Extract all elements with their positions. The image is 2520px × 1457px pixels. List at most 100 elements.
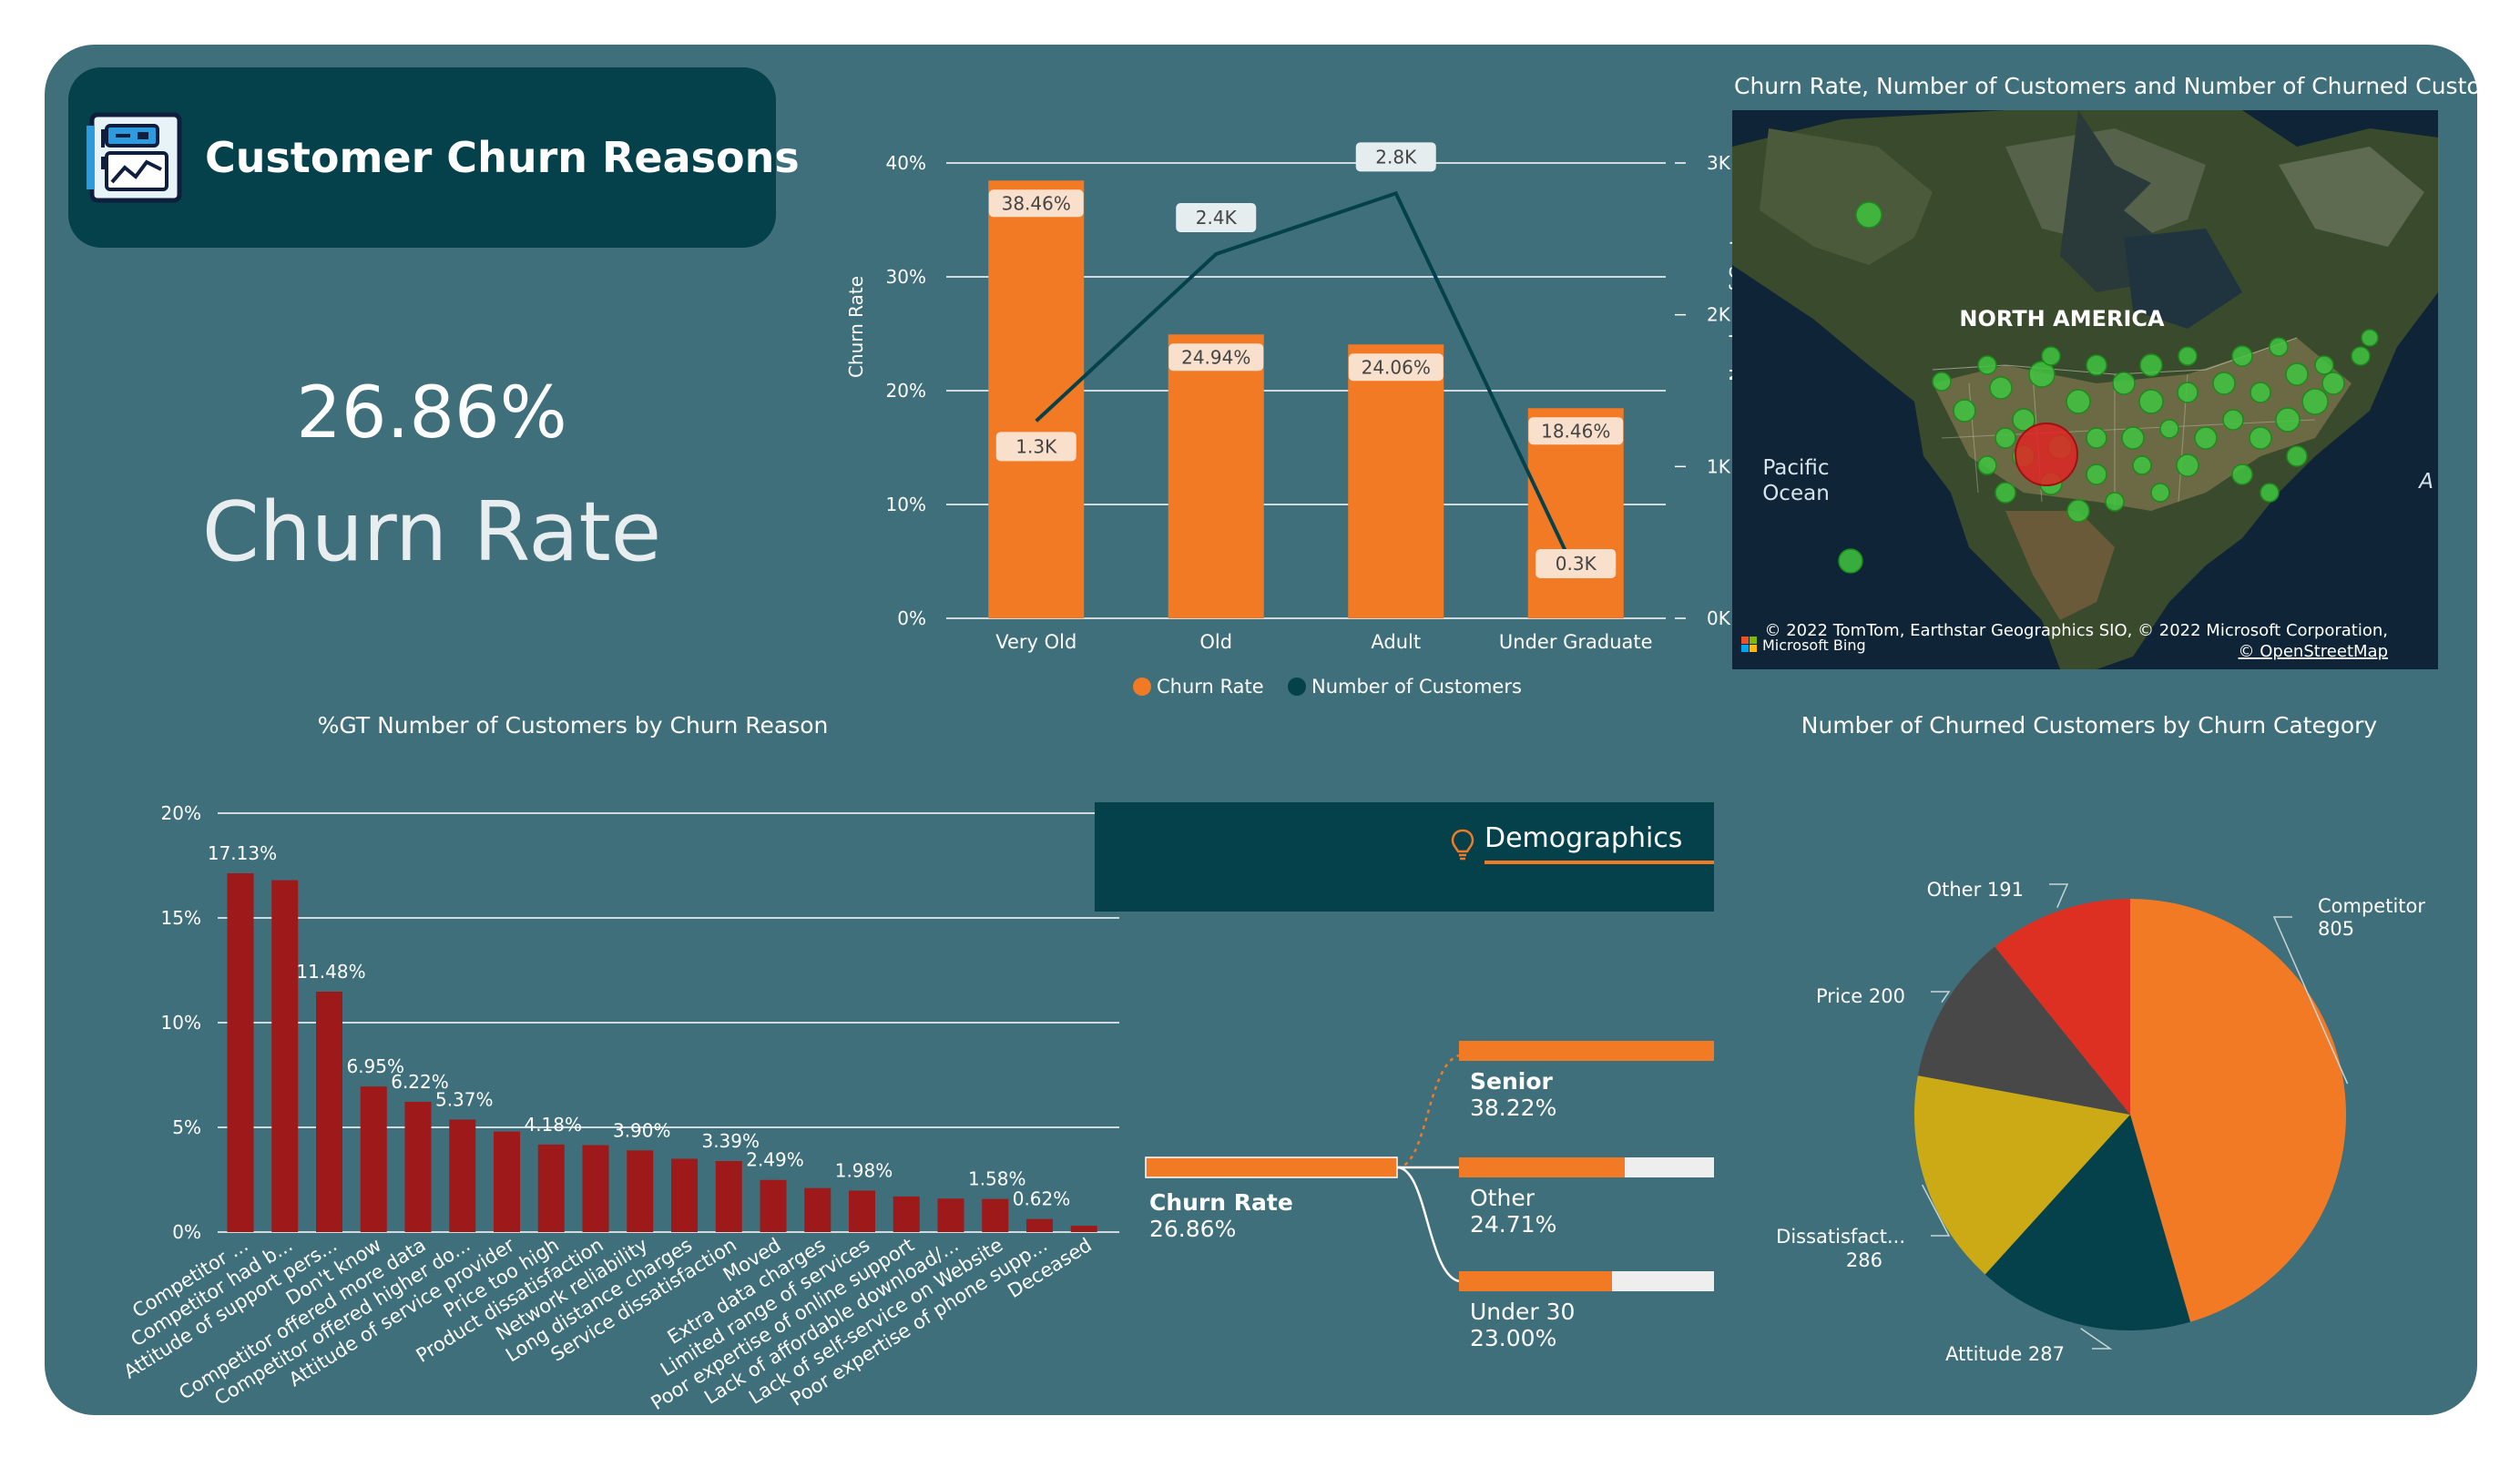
map-bubble[interactable] — [2041, 346, 2061, 366]
combo-bar[interactable] — [1348, 344, 1444, 618]
reason-bar-chart[interactable]: 0%5%10%15%20%17.13%Competitor ...Competi… — [99, 746, 1119, 1415]
map-bubble[interactable] — [2275, 407, 2301, 433]
map-bubble[interactable] — [1838, 548, 1863, 574]
reason-bar[interactable] — [1070, 1226, 1097, 1232]
decomp-root-bar[interactable] — [1145, 1156, 1398, 1178]
map-bubble[interactable] — [2231, 345, 2253, 367]
pie-slice[interactable] — [1914, 1075, 2130, 1275]
pie-leader-line — [1931, 991, 1951, 1004]
map-bubble[interactable] — [1977, 355, 1997, 375]
map-bubble[interactable] — [2285, 362, 2309, 386]
reason-bar[interactable] — [494, 1131, 520, 1232]
decomp-link-under30 — [1396, 1166, 1460, 1283]
reason-bar[interactable] — [582, 1145, 609, 1232]
map-bubble[interactable] — [2086, 354, 2107, 376]
map-bubble[interactable] — [2132, 455, 2152, 475]
map-bubble[interactable] — [1989, 376, 2013, 400]
map-bubble[interactable] — [1995, 482, 2016, 504]
map-bubble[interactable] — [2250, 382, 2271, 403]
legend-churn-rate[interactable]: Churn Rate — [1157, 676, 1264, 698]
map-bubble[interactable] — [2222, 409, 2244, 431]
map-bubble[interactable] — [2105, 492, 2125, 512]
map-osm-link[interactable]: © OpenStreetMap — [2239, 642, 2388, 661]
reason-ytick: 10% — [161, 1012, 201, 1034]
map-bubble[interactable] — [2121, 426, 2145, 450]
map-bubble[interactable] — [2212, 372, 2236, 395]
reason-bar-label: 17.13% — [208, 842, 277, 864]
reason-bar[interactable] — [449, 1119, 476, 1232]
map-bubble[interactable] — [2112, 372, 2136, 395]
bing-logo-icon — [1741, 637, 1749, 644]
map-bubbles[interactable] — [1838, 201, 2379, 574]
map-bubble[interactable] — [2194, 426, 2218, 450]
decomp-node-bar[interactable] — [1459, 1271, 1612, 1291]
decomp-node-bar[interactable] — [1459, 1157, 1625, 1177]
reason-bar[interactable] — [760, 1179, 787, 1232]
map-bubble[interactable] — [2066, 499, 2090, 523]
reason-bar[interactable] — [982, 1198, 1009, 1232]
combo-bar[interactable] — [988, 180, 1085, 618]
pie-slice[interactable] — [2130, 899, 2346, 1322]
map-bubble[interactable] — [2176, 453, 2199, 477]
map-bubble[interactable] — [2066, 389, 2091, 414]
map-bubble[interactable] — [2138, 389, 2164, 414]
reason-bar[interactable] — [1026, 1218, 1053, 1232]
reason-bar[interactable] — [937, 1198, 964, 1232]
map-bubble[interactable] — [2178, 346, 2198, 366]
reason-bar[interactable] — [849, 1190, 875, 1232]
map-bubble[interactable] — [1953, 399, 1976, 423]
reason-bar[interactable] — [404, 1101, 432, 1232]
pie-slice[interactable] — [1995, 899, 2130, 1115]
map-bubble[interactable] — [2301, 388, 2329, 415]
map-bubble[interactable] — [2028, 361, 2056, 388]
map-bubble[interactable] — [1977, 455, 1997, 475]
map-bubble[interactable] — [2231, 464, 2253, 485]
combo-chart[interactable]: 0% 10% 20% 30% 40% 0K 1K 2K 3K Churn Rate Number o… — [801, 81, 1766, 718]
legend-customers[interactable]: Number of Customers — [1311, 676, 1522, 698]
reason-chart-title: %GT Number of Customers by Churn Reason — [317, 712, 829, 739]
map-bubble[interactable] — [2361, 329, 2379, 347]
reason-bar-label: 3.90% — [613, 1119, 671, 1141]
reason-bar[interactable] — [227, 873, 254, 1232]
map-visual[interactable]: NORTH AMERICA Pacific Ocean A Microsoft … — [1732, 110, 2438, 669]
decomp-node-label: Senior — [1470, 1068, 1554, 1095]
map-bubble[interactable] — [2177, 382, 2199, 403]
reason-bar[interactable] — [893, 1196, 920, 1232]
combo-bar[interactable] — [1168, 334, 1264, 618]
map-bubble[interactable] — [1932, 372, 1952, 392]
map-bubble[interactable] — [2012, 408, 2035, 432]
map-bubble[interactable] — [2086, 427, 2107, 449]
pie-slice[interactable] — [1917, 946, 2130, 1115]
reason-bar[interactable] — [715, 1161, 742, 1232]
reason-bar[interactable] — [804, 1187, 831, 1232]
reason-bar[interactable] — [360, 1086, 387, 1232]
reason-bar[interactable] — [671, 1158, 698, 1233]
map-bubble[interactable] — [2249, 426, 2272, 450]
map-bubble[interactable] — [2351, 346, 2371, 366]
map-canvas[interactable]: NORTH AMERICA Pacific Ocean A Microsoft … — [1732, 110, 2438, 669]
map-bubble[interactable] — [2269, 337, 2289, 357]
map-bubble[interactable] — [2150, 483, 2170, 503]
map-bubble[interactable] — [1995, 427, 2016, 449]
map-attribution: © 2022 TomTom, Earthstar Geographics SIO… — [1764, 621, 2388, 640]
reason-bar[interactable] — [627, 1150, 654, 1232]
reason-bar[interactable] — [316, 991, 342, 1232]
pie-slice[interactable] — [1984, 1115, 2191, 1330]
decomp-node-bar[interactable] — [1459, 1041, 1714, 1061]
map-bubble-highlight[interactable] — [2015, 423, 2078, 486]
map-bubble[interactable] — [2260, 483, 2280, 503]
combo-line[interactable] — [1035, 190, 1578, 574]
map-bubble[interactable] — [2314, 355, 2334, 375]
map-bubble[interactable] — [2086, 464, 2107, 485]
map-bubble[interactable] — [2321, 372, 2345, 395]
map-bubble[interactable] — [2139, 353, 2163, 377]
legend-churn-rate-marker — [1133, 678, 1151, 696]
reason-bar[interactable] — [271, 880, 299, 1232]
map-bing-label: Microsoft Bing — [1762, 637, 1866, 654]
map-bubble[interactable] — [2286, 445, 2308, 467]
map-bubble[interactable] — [1855, 201, 1882, 229]
map-bubble[interactable] — [2159, 419, 2179, 439]
reason-bar[interactable] — [537, 1144, 565, 1232]
